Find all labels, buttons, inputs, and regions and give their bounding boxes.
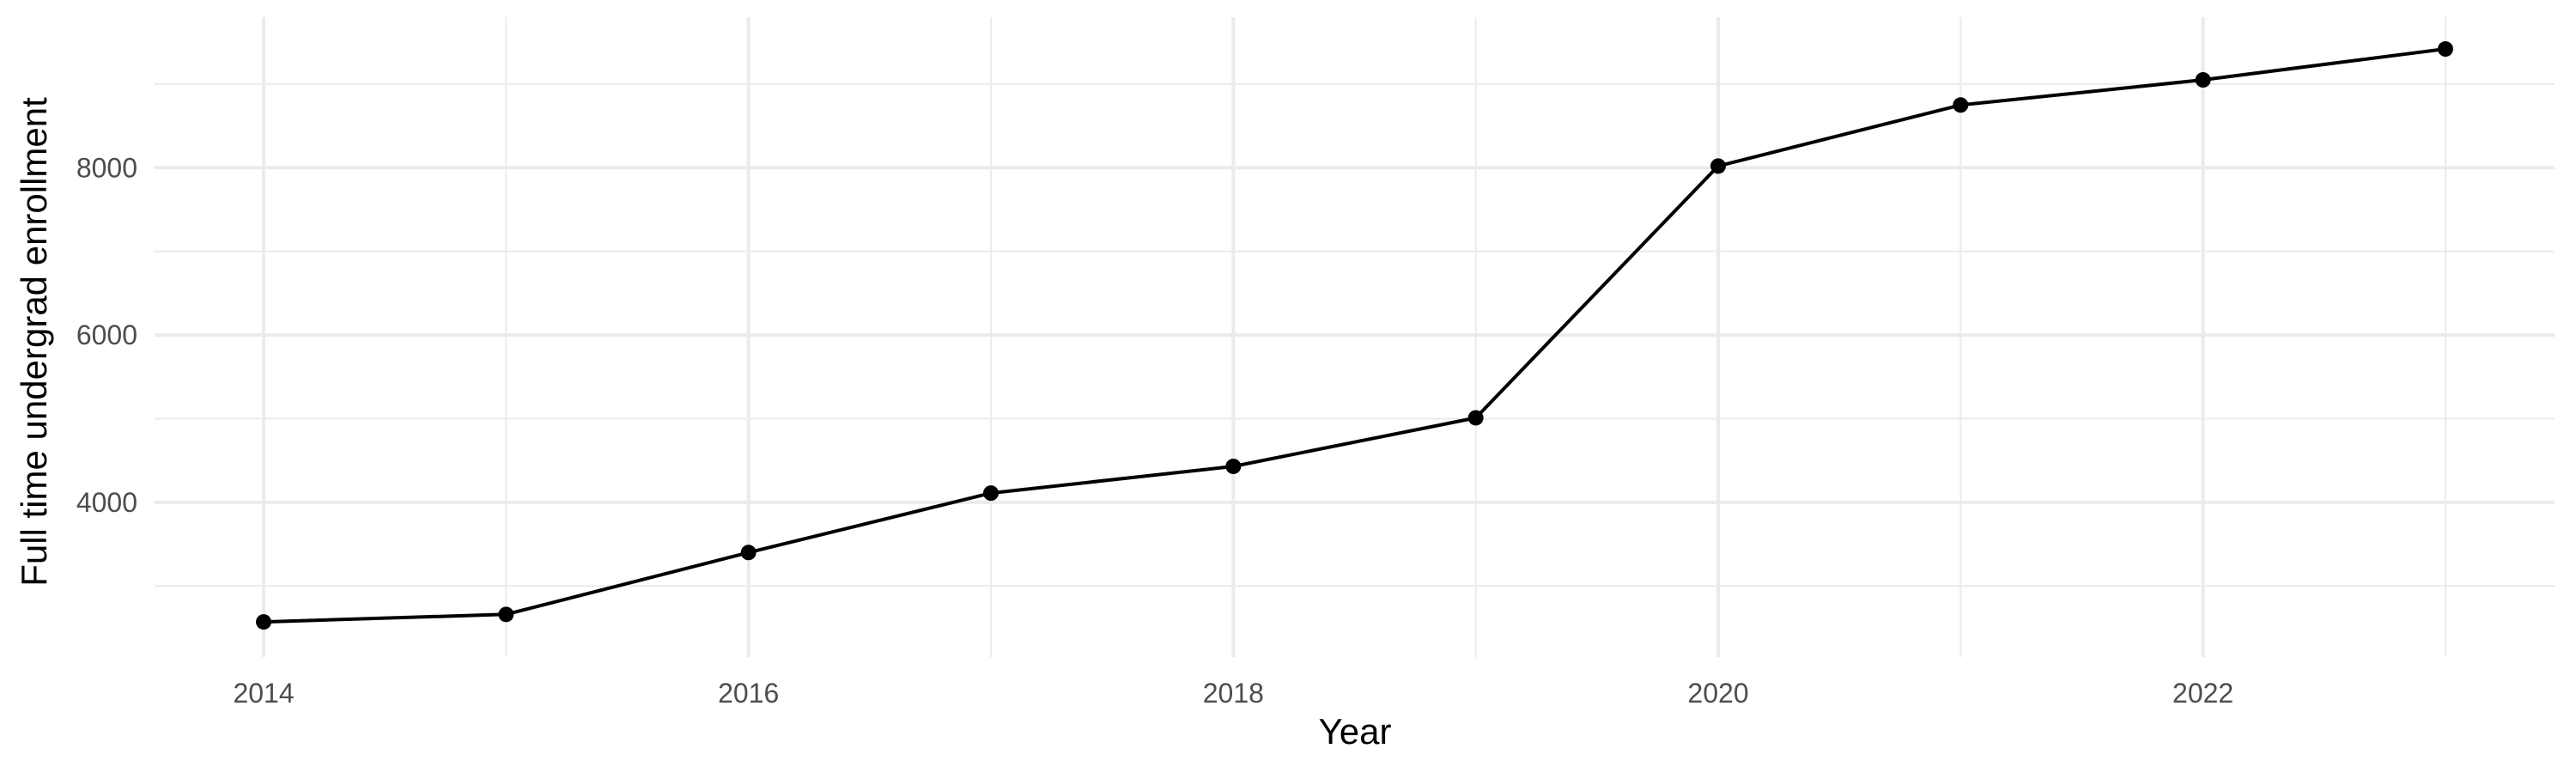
data-point <box>983 485 999 502</box>
data-point <box>1953 97 1969 113</box>
x-tick-label: 2014 <box>233 678 294 709</box>
data-point <box>1710 158 1726 174</box>
data-point <box>498 606 514 623</box>
data-point <box>1225 458 1242 474</box>
y-tick-labels: 4000 6000 8000 <box>76 152 137 518</box>
y-tick-label: 4000 <box>76 487 137 518</box>
data-point <box>1467 410 1484 426</box>
y-axis-title: Full time undergrad enrollment <box>14 97 54 587</box>
gridlines <box>155 17 2555 657</box>
x-tick-labels: 2014 2016 2018 2020 2022 <box>233 678 2233 709</box>
x-tick-label: 2016 <box>718 678 779 709</box>
data-point <box>740 545 756 561</box>
y-tick-label: 6000 <box>76 320 137 350</box>
series-line-layer <box>263 47 2446 624</box>
data-point <box>2195 72 2211 88</box>
series-line <box>263 47 2446 624</box>
y-tick-label: 8000 <box>76 152 137 183</box>
data-points <box>256 41 2453 630</box>
x-tick-label: 2018 <box>1203 678 1264 709</box>
x-axis-title: Year <box>1319 711 1392 752</box>
x-tick-label: 2022 <box>2172 678 2233 709</box>
data-point <box>256 614 272 630</box>
data-point <box>2437 41 2453 58</box>
x-tick-label: 2020 <box>1687 678 1748 709</box>
